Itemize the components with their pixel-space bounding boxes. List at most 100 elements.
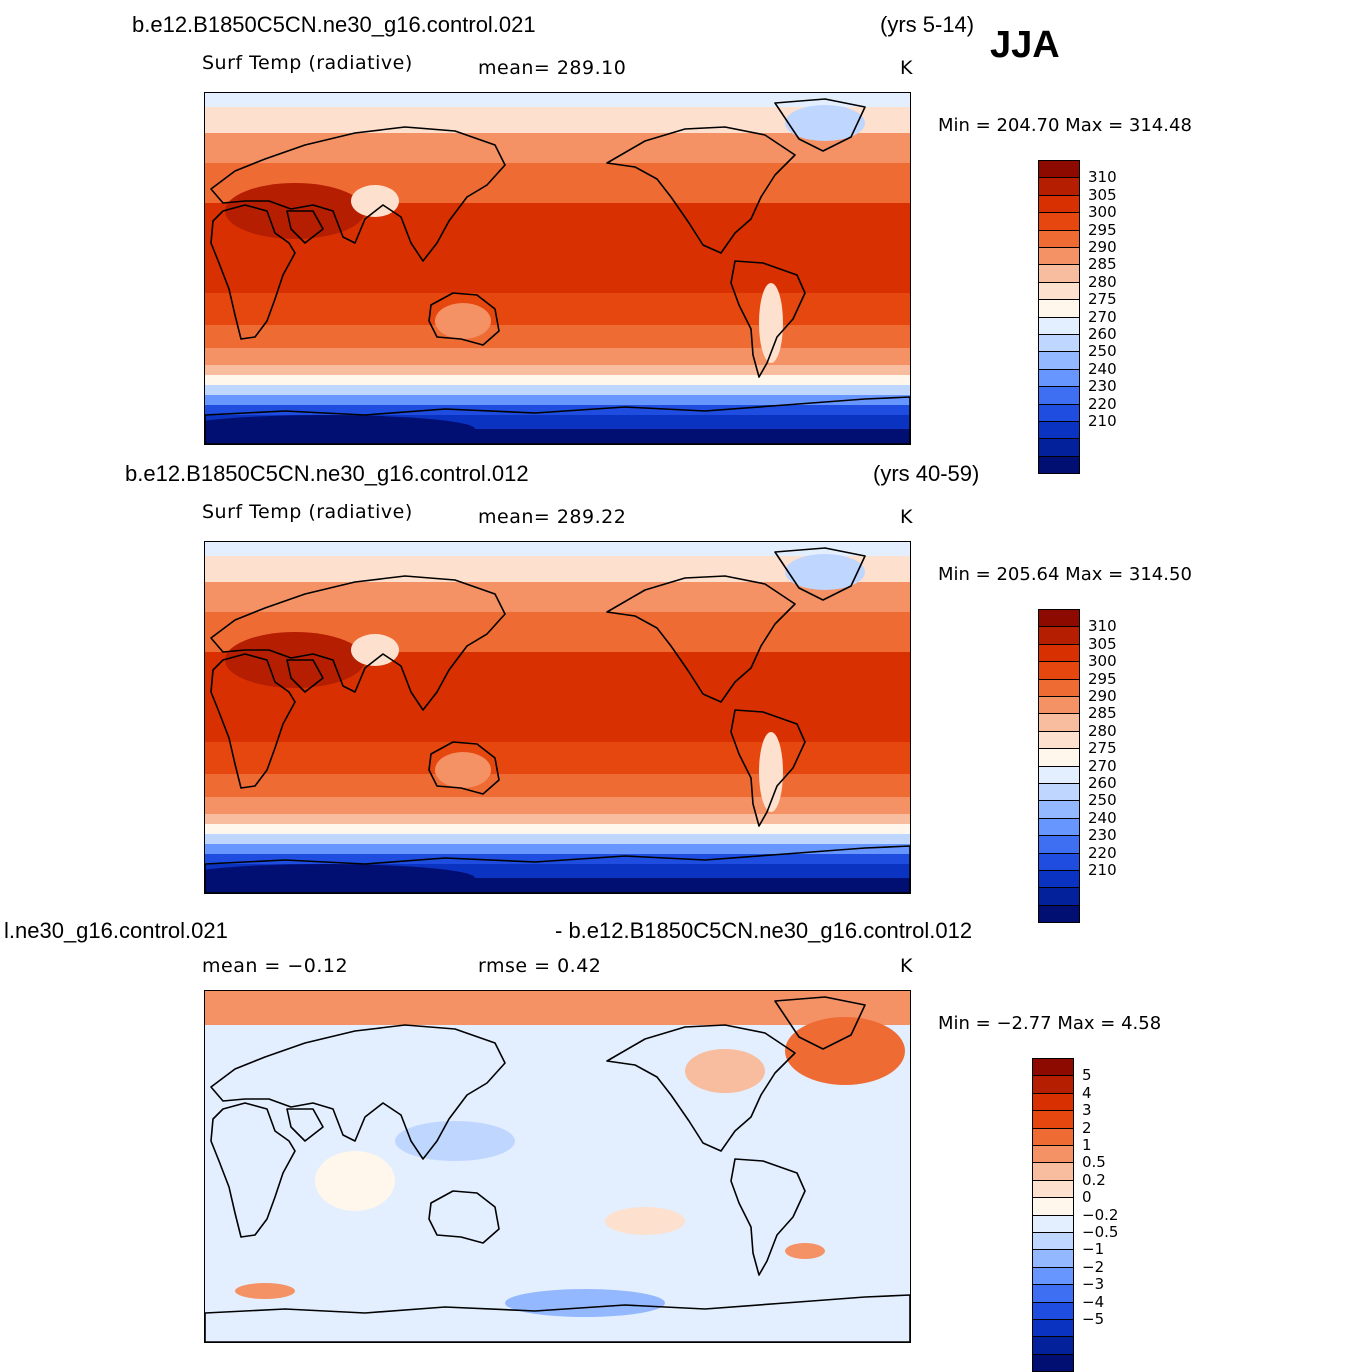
colorbar-swatch: [1032, 1319, 1074, 1337]
colorbar-tick-label: 270: [1088, 307, 1117, 326]
panel3-case-left: l.ne30_g16.control.021: [4, 918, 228, 943]
colorbar-tick-label: 295: [1088, 220, 1117, 239]
panel2-map: [204, 541, 911, 894]
colorbar-tick-label: 250: [1088, 342, 1117, 361]
panel3-mean: mean = −0.12: [202, 955, 349, 977]
colorbar-tick-label: −4: [1082, 1292, 1105, 1311]
colorbar-swatch: [1032, 1353, 1074, 1372]
colorbar-tick-label: 300: [1088, 652, 1117, 671]
colorbar-tick-label: 3: [1082, 1101, 1092, 1120]
colorbar-swatch: [1032, 1336, 1074, 1355]
panel2-minmax: Min = 205.64 Max = 314.50: [938, 564, 1192, 585]
panel1-mean: mean= 289.10: [478, 57, 627, 79]
colorbar-tick-label: 5: [1082, 1066, 1092, 1085]
panel2-years: (yrs 40-59): [873, 461, 980, 486]
colorbar-swatch: [1032, 1249, 1074, 1268]
colorbar-tick-label: 220: [1088, 394, 1117, 413]
colorbar-swatch: [1032, 1284, 1074, 1303]
panel2-case-title: b.e12.B1850C5CN.ne30_g16.control.012: [125, 461, 529, 486]
panel1-years: (yrs 5-14): [880, 12, 975, 37]
colorbar-tick-label: 275: [1088, 290, 1117, 309]
colorbar-tick-label: 290: [1088, 687, 1117, 705]
colorbar-tick-label: 250: [1088, 791, 1117, 810]
colorbar-tick-label: 305: [1088, 634, 1117, 653]
colorbar-swatch: [1038, 713, 1080, 732]
panel1-units: K: [900, 57, 913, 79]
colorbar-swatch: [1038, 316, 1080, 335]
colorbar-swatch: [1038, 748, 1080, 767]
colorbar-swatch: [1038, 334, 1080, 352]
panel3-map: [204, 990, 911, 1343]
colorbar-tick-label: −0.2: [1082, 1205, 1119, 1224]
colorbar-swatch: [1038, 852, 1080, 871]
panel3-rmse: rmse = 0.42: [478, 955, 602, 977]
colorbar-tick-label: 0.2: [1082, 1170, 1106, 1189]
colorbar-tick-label: 210: [1088, 861, 1117, 879]
colorbar-tick-label: 0.5: [1082, 1153, 1106, 1172]
colorbar-swatch: [1038, 696, 1080, 714]
colorbar-swatch: [1038, 281, 1080, 300]
colorbar-swatch: [1032, 1179, 1074, 1198]
panel1-variable: Surf Temp (radiative): [202, 52, 413, 74]
colorbar-swatch: [1032, 1301, 1074, 1320]
colorbar-swatch: [1038, 661, 1080, 680]
colorbar-swatch: [1032, 1197, 1074, 1216]
colorbar-swatch: [1038, 817, 1080, 836]
colorbar-swatch: [1038, 368, 1080, 387]
panel2-variable: Surf Temp (radiative): [202, 501, 413, 523]
colorbar-swatch: [1038, 455, 1080, 474]
colorbar-tick-label: 2: [1082, 1118, 1092, 1137]
colorbar-swatch: [1032, 1214, 1074, 1233]
colorbar-swatch: [1038, 783, 1080, 801]
colorbar-tick-label: 305: [1088, 185, 1117, 204]
colorbar-swatch: [1038, 247, 1080, 265]
colorbar-swatch: [1038, 438, 1080, 457]
panel3-units: K: [900, 955, 913, 977]
colorbar-swatch: [1038, 160, 1080, 178]
colorbar-swatch: [1032, 1145, 1074, 1163]
colorbar-tick-label: −5: [1082, 1310, 1105, 1328]
colorbar-tick-label: 240: [1088, 359, 1117, 378]
colorbar-swatch: [1038, 351, 1080, 370]
colorbar-tick-label: −3: [1082, 1275, 1105, 1294]
panel3-case-right: - b.e12.B1850C5CN.ne30_g16.control.012: [555, 918, 973, 943]
colorbar-tick-label: 310: [1088, 168, 1117, 187]
colorbar-tick-label: 230: [1088, 377, 1117, 396]
colorbar-swatch: [1038, 177, 1080, 196]
colorbar-swatch: [1038, 730, 1080, 749]
colorbar-tick-label: 240: [1088, 808, 1117, 827]
colorbar-tick-label: 260: [1088, 774, 1117, 792]
colorbar-swatch: [1038, 264, 1080, 283]
colorbar-swatch: [1038, 403, 1080, 422]
colorbar-swatch: [1038, 194, 1080, 213]
colorbar-tick-label: 0: [1082, 1188, 1092, 1207]
colorbar-tick-label: 285: [1088, 704, 1117, 723]
colorbar-swatch: [1032, 1232, 1074, 1250]
colorbar-tick-label: 275: [1088, 739, 1117, 758]
colorbar-tick-label: 300: [1088, 203, 1117, 222]
colorbar-tick-label: 295: [1088, 669, 1117, 688]
colorbar-swatch: [1038, 904, 1080, 923]
colorbar-swatch: [1032, 1075, 1074, 1094]
colorbar-swatch: [1038, 386, 1080, 405]
panel1-minmax: Min = 204.70 Max = 314.48: [938, 115, 1192, 136]
colorbar-swatch: [1032, 1110, 1074, 1129]
colorbar-swatch: [1038, 299, 1080, 318]
panel2-mean: mean= 289.22: [478, 506, 627, 528]
colorbar-swatch: [1038, 609, 1080, 627]
colorbar-tick-label: 285: [1088, 255, 1117, 274]
colorbar-tick-label: 1: [1082, 1136, 1092, 1154]
colorbar-swatch: [1038, 643, 1080, 662]
colorbar-swatch: [1038, 887, 1080, 906]
colorbar-swatch: [1038, 212, 1080, 231]
colorbar-swatch: [1038, 421, 1080, 439]
colorbar-tick-label: 4: [1082, 1083, 1092, 1102]
colorbar-tick-label: 280: [1088, 721, 1117, 740]
colorbar-swatch: [1032, 1266, 1074, 1285]
colorbar-swatch: [1038, 835, 1080, 854]
colorbar-swatch: [1032, 1058, 1074, 1076]
colorbar-tick-label: 260: [1088, 325, 1117, 343]
colorbar-tick-label: 280: [1088, 272, 1117, 291]
panel1-case-title: b.e12.B1850C5CN.ne30_g16.control.021: [132, 12, 536, 37]
panel3-minmax: Min = −2.77 Max = 4.58: [938, 1013, 1162, 1034]
